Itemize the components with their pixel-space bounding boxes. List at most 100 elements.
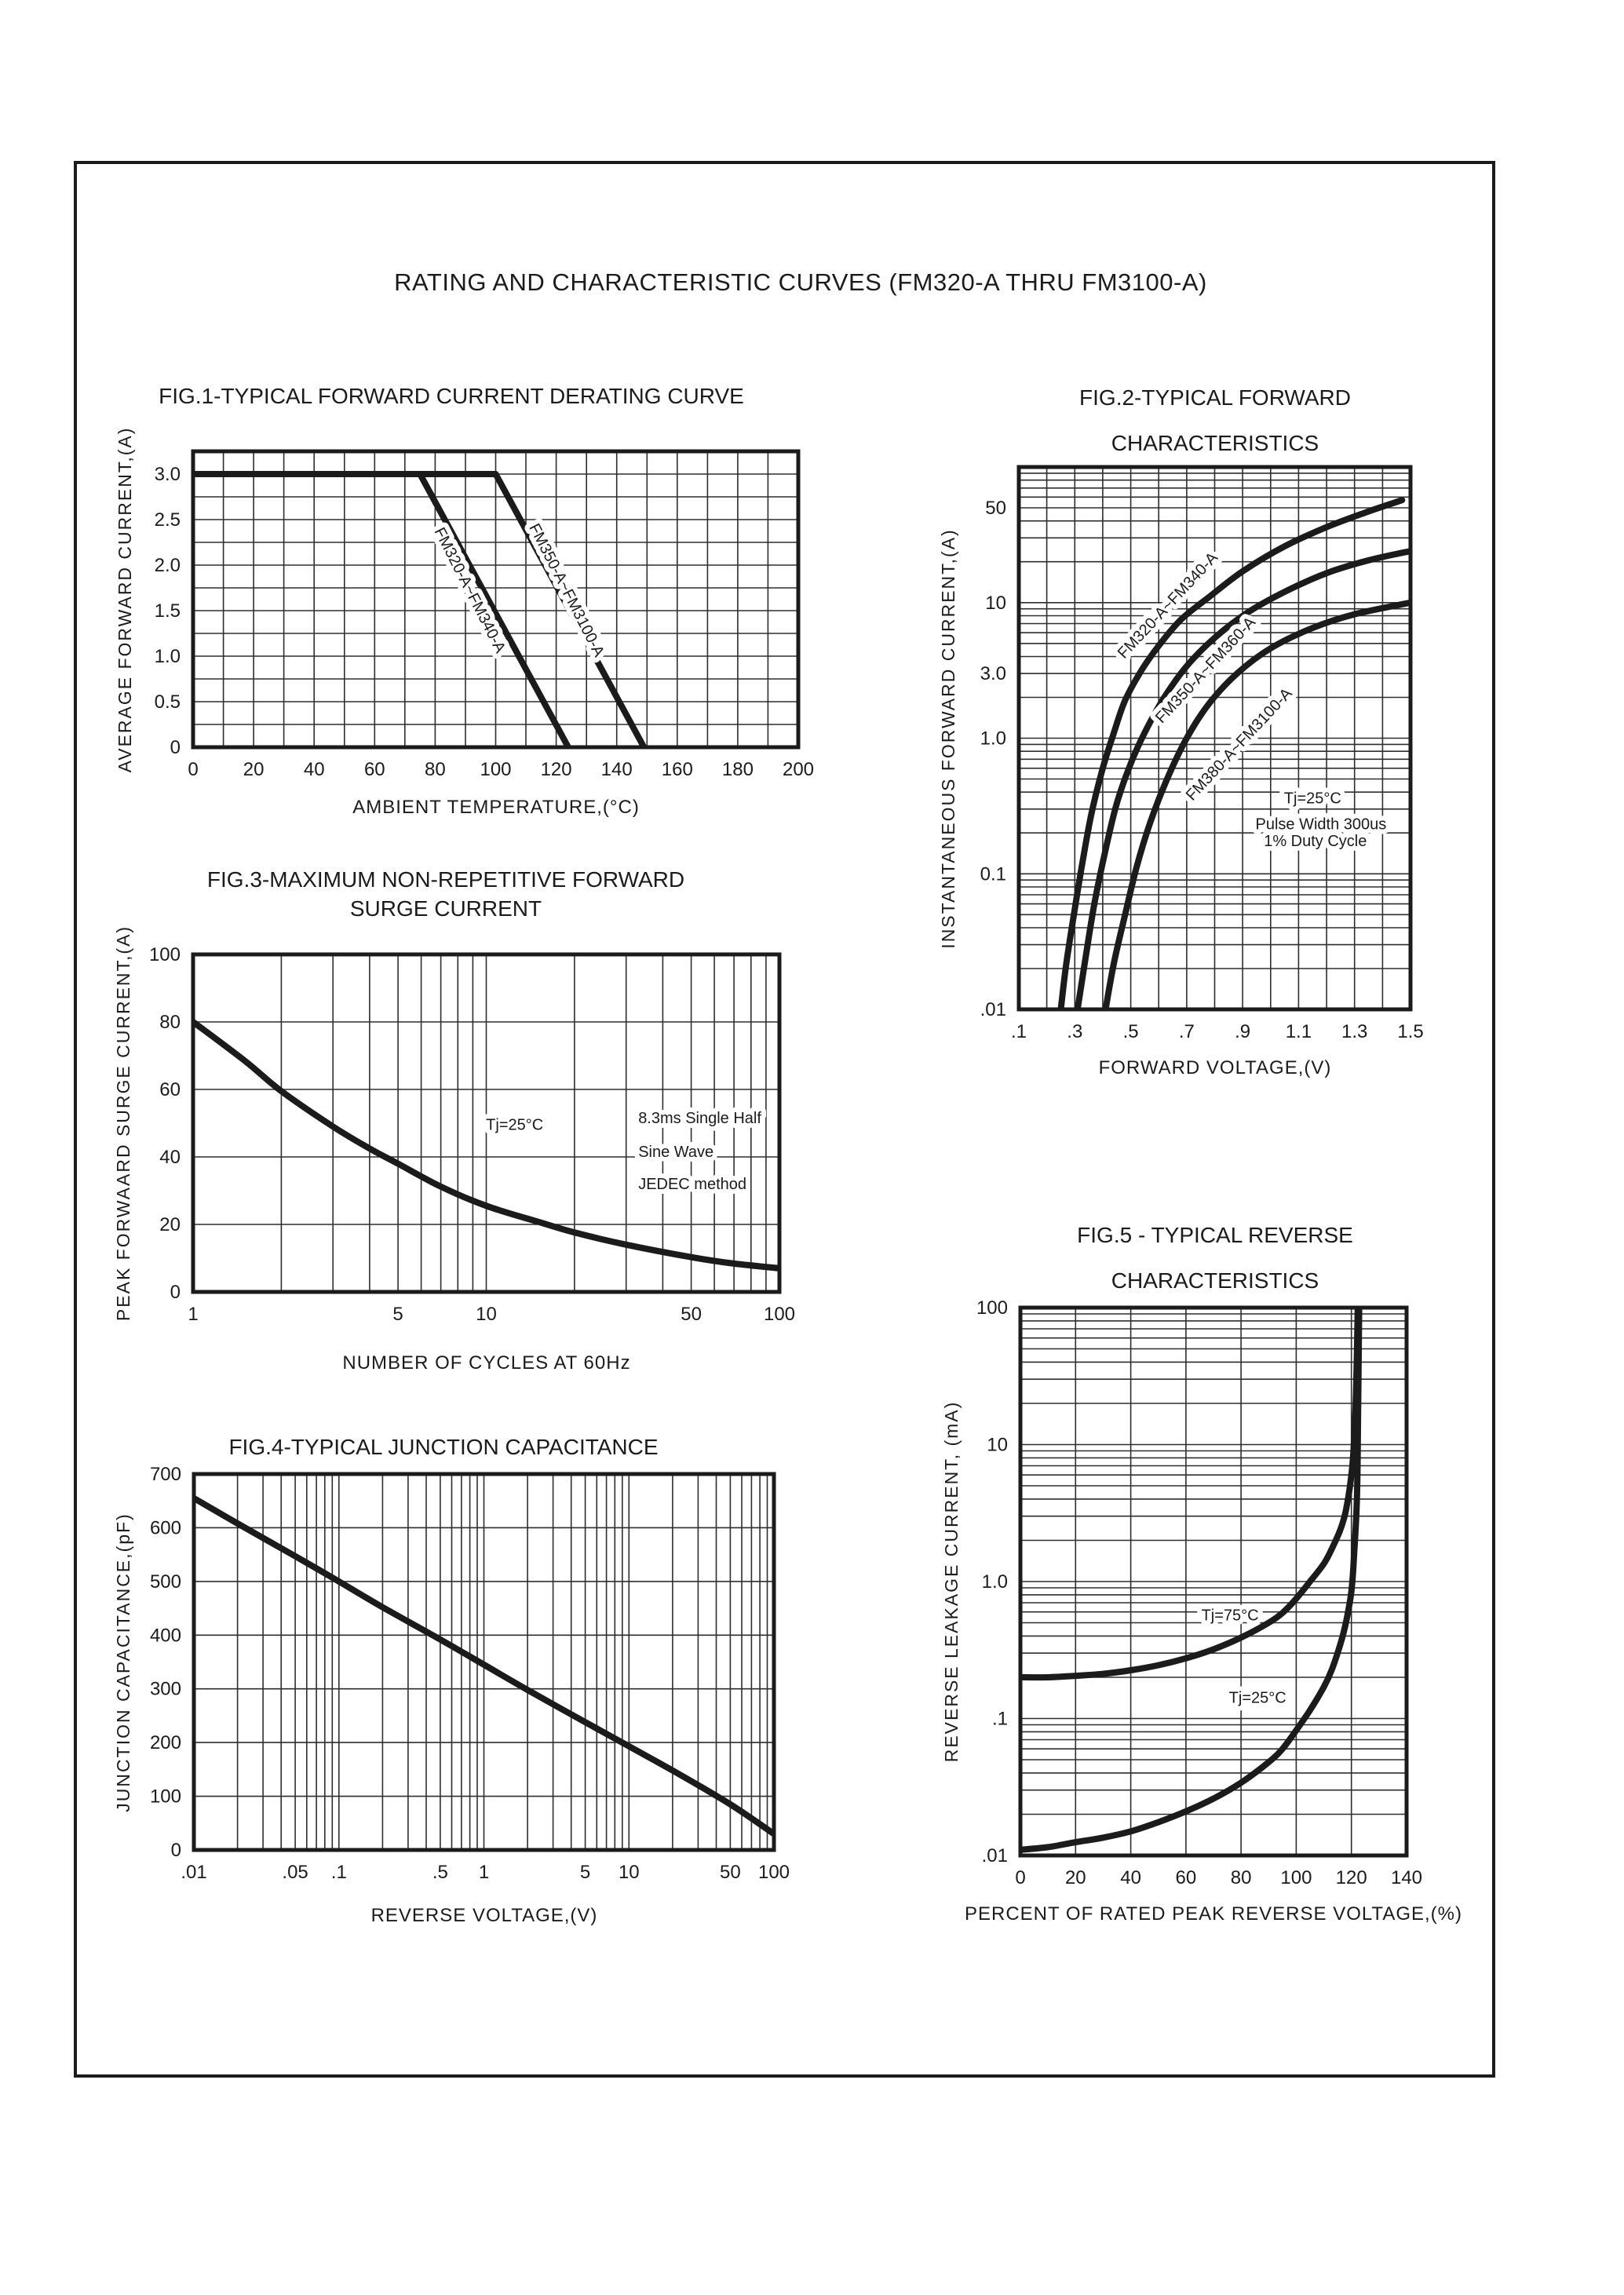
- y-tick-label: 1.5: [155, 600, 181, 622]
- figure-title: CHARACTERISTICS: [1111, 1268, 1319, 1293]
- x-tick-label: 100: [1280, 1867, 1312, 1888]
- figure-title: FIG.4-TYPICAL JUNCTION CAPACITANCE: [228, 1435, 658, 1459]
- maximum-non-repetitive-forward-surge-current: FIG.3-MAXIMUM NON-REPETITIVE FORWARD SURG…: [113, 867, 795, 1374]
- x-tick-label: 1: [188, 1304, 198, 1325]
- page-title: RATING AND CHARACTERISTIC CURVES (FM320-…: [394, 268, 1207, 296]
- fig2-plot-border: [1016, 465, 1413, 1012]
- y-tick-label: 100: [976, 1297, 1008, 1319]
- y-axis-title: PEAK FORWAARD SURGE CURRENT,(A): [113, 925, 133, 1321]
- x-tick-label: 120: [1336, 1867, 1367, 1888]
- x-tick-label: 60: [364, 759, 385, 780]
- y-tick-label: 1.0: [980, 728, 1006, 750]
- y-tick-label: 3.0: [155, 464, 181, 485]
- y-tick-label: 0.1: [980, 863, 1006, 885]
- y-tick-label: 2.5: [155, 509, 181, 531]
- y-tick-label: 10: [985, 593, 1006, 614]
- y-tick-label: 100: [150, 1786, 181, 1808]
- fig2-curve-FM320-A~FM340-A: [1057, 497, 1406, 1009]
- y-axis-title: AVERAGE FORWARD CURRENT,(A): [115, 427, 135, 773]
- fig3-plot-border: [191, 952, 782, 1294]
- annotation: Tj=25°C: [1229, 1690, 1286, 1707]
- x-tick-label: 100: [758, 1862, 790, 1883]
- x-tick-label: 1.3: [1341, 1021, 1367, 1042]
- figure-title: FIG.5 - TYPICAL REVERSE: [1077, 1223, 1353, 1247]
- y-tick-label: 0: [170, 1282, 181, 1303]
- x-axis-title: FORWARD VOLTAGE,(V): [1099, 1057, 1332, 1078]
- x-tick-label: 1.1: [1286, 1021, 1312, 1042]
- y-tick-label: 50: [985, 498, 1006, 519]
- fig4-plot-border: [192, 1472, 776, 1852]
- y-tick-label: 20: [159, 1214, 181, 1235]
- y-tick-label: 400: [150, 1625, 181, 1646]
- x-tick-label: 1.5: [1397, 1021, 1423, 1042]
- figure-title: FIG.3-MAXIMUM NON-REPETITIVE FORWARD: [207, 867, 684, 892]
- fig1-grid: [193, 451, 798, 747]
- typical-reverse-characteristics: FIG.5 - TYPICAL REVERSE CHARACTERISTICS 0 2…: [941, 1223, 1462, 1925]
- y-tick-label: 3.0: [980, 663, 1006, 684]
- fig3-grid: [193, 954, 779, 1292]
- y-tick-label: 100: [149, 944, 181, 965]
- y-tick-label: 0: [170, 737, 181, 758]
- x-tick-label: .7: [1179, 1021, 1195, 1042]
- y-tick-label: 300: [150, 1679, 181, 1700]
- y-tick-label: .01: [982, 1845, 1008, 1866]
- y-tick-label: 60: [159, 1079, 181, 1100]
- annotation: 8.3ms Single Half: [638, 1110, 761, 1127]
- typical-forward-characteristics: FIG.2-TYPICAL FORWARD CHARACTERISTICS .1 .3…: [938, 385, 1424, 1078]
- y-tick-label: 0.5: [155, 691, 181, 713]
- y-axis-title: REVERSE LEAKAGE CURRENT, (mA): [941, 1401, 962, 1763]
- x-tick-label: .3: [1067, 1021, 1082, 1042]
- fig3-curve-surge-current: [193, 1019, 779, 1272]
- annotation: Tj=25°C: [486, 1117, 543, 1134]
- y-tick-label: 2.0: [155, 555, 181, 576]
- fig1-curve-FM350-A~FM3100-A: [193, 471, 648, 747]
- x-tick-label: .9: [1235, 1021, 1250, 1042]
- figure-title: FIG.2-TYPICAL FORWARD: [1079, 385, 1351, 410]
- annotation: Sine Wave: [638, 1144, 713, 1161]
- y-tick-label: 600: [150, 1517, 181, 1538]
- y-tick-label: 10: [987, 1435, 1008, 1456]
- fig5-plot-border: [1018, 1305, 1409, 1858]
- figure-title: CHARACTERISTICS: [1111, 431, 1319, 455]
- y-tick-label: 80: [159, 1012, 181, 1033]
- x-tick-label: .5: [1123, 1021, 1139, 1042]
- x-tick-label: .5: [432, 1862, 448, 1883]
- x-tick-label: .1: [331, 1862, 347, 1883]
- x-tick-label: 120: [541, 759, 572, 780]
- curve-label: FM320-A~FM340-A: [431, 525, 509, 657]
- x-tick-label: 50: [720, 1862, 741, 1883]
- x-tick-label: 40: [1120, 1867, 1141, 1888]
- x-axis-title: REVERSE VOLTAGE,(V): [371, 1905, 598, 1926]
- x-tick-label: 1: [479, 1862, 489, 1883]
- figure-title: FIG.1-TYPICAL FORWARD CURRENT DERATING C…: [159, 384, 744, 408]
- fig5-grid: [1020, 1308, 1407, 1855]
- x-tick-label: 160: [662, 759, 693, 780]
- x-tick-label: 60: [1176, 1867, 1197, 1888]
- fig2-curve-FM380-A~FM3100-A: [1102, 599, 1411, 1009]
- x-tick-label: 180: [722, 759, 754, 780]
- x-tick-label: 140: [1391, 1867, 1422, 1888]
- x-tick-label: 5: [392, 1304, 403, 1325]
- y-tick-label: .01: [980, 999, 1006, 1020]
- fig4-curve-junction-capacitance: [194, 1494, 774, 1837]
- y-tick-label: 500: [150, 1571, 181, 1593]
- x-tick-label: 40: [304, 759, 325, 780]
- x-tick-label: 80: [425, 759, 446, 780]
- y-tick-label: 0: [171, 1840, 181, 1861]
- fig5-curve-Tj=25C: [1020, 1308, 1363, 1853]
- y-axis-title: INSTANTANEOUS FORWARD CURRENT,(A): [938, 528, 958, 948]
- x-axis-title: AMBIENT TEMPERATURE,(°C): [352, 797, 640, 818]
- x-tick-label: 100: [764, 1304, 795, 1325]
- x-tick-label: 0: [1015, 1867, 1025, 1888]
- x-tick-label: 50: [681, 1304, 702, 1325]
- x-tick-label: .01: [181, 1862, 206, 1883]
- annotation: JEDEC method: [638, 1176, 746, 1193]
- x-tick-label: .05: [282, 1862, 308, 1883]
- page-border: [74, 161, 1495, 2078]
- x-tick-label: 20: [243, 759, 265, 780]
- x-tick-label: .1: [1011, 1021, 1027, 1042]
- x-tick-label: 200: [783, 759, 814, 780]
- fig5-curve-Tj=75C: [1020, 1308, 1361, 1681]
- fig2-grid: [1019, 467, 1411, 1009]
